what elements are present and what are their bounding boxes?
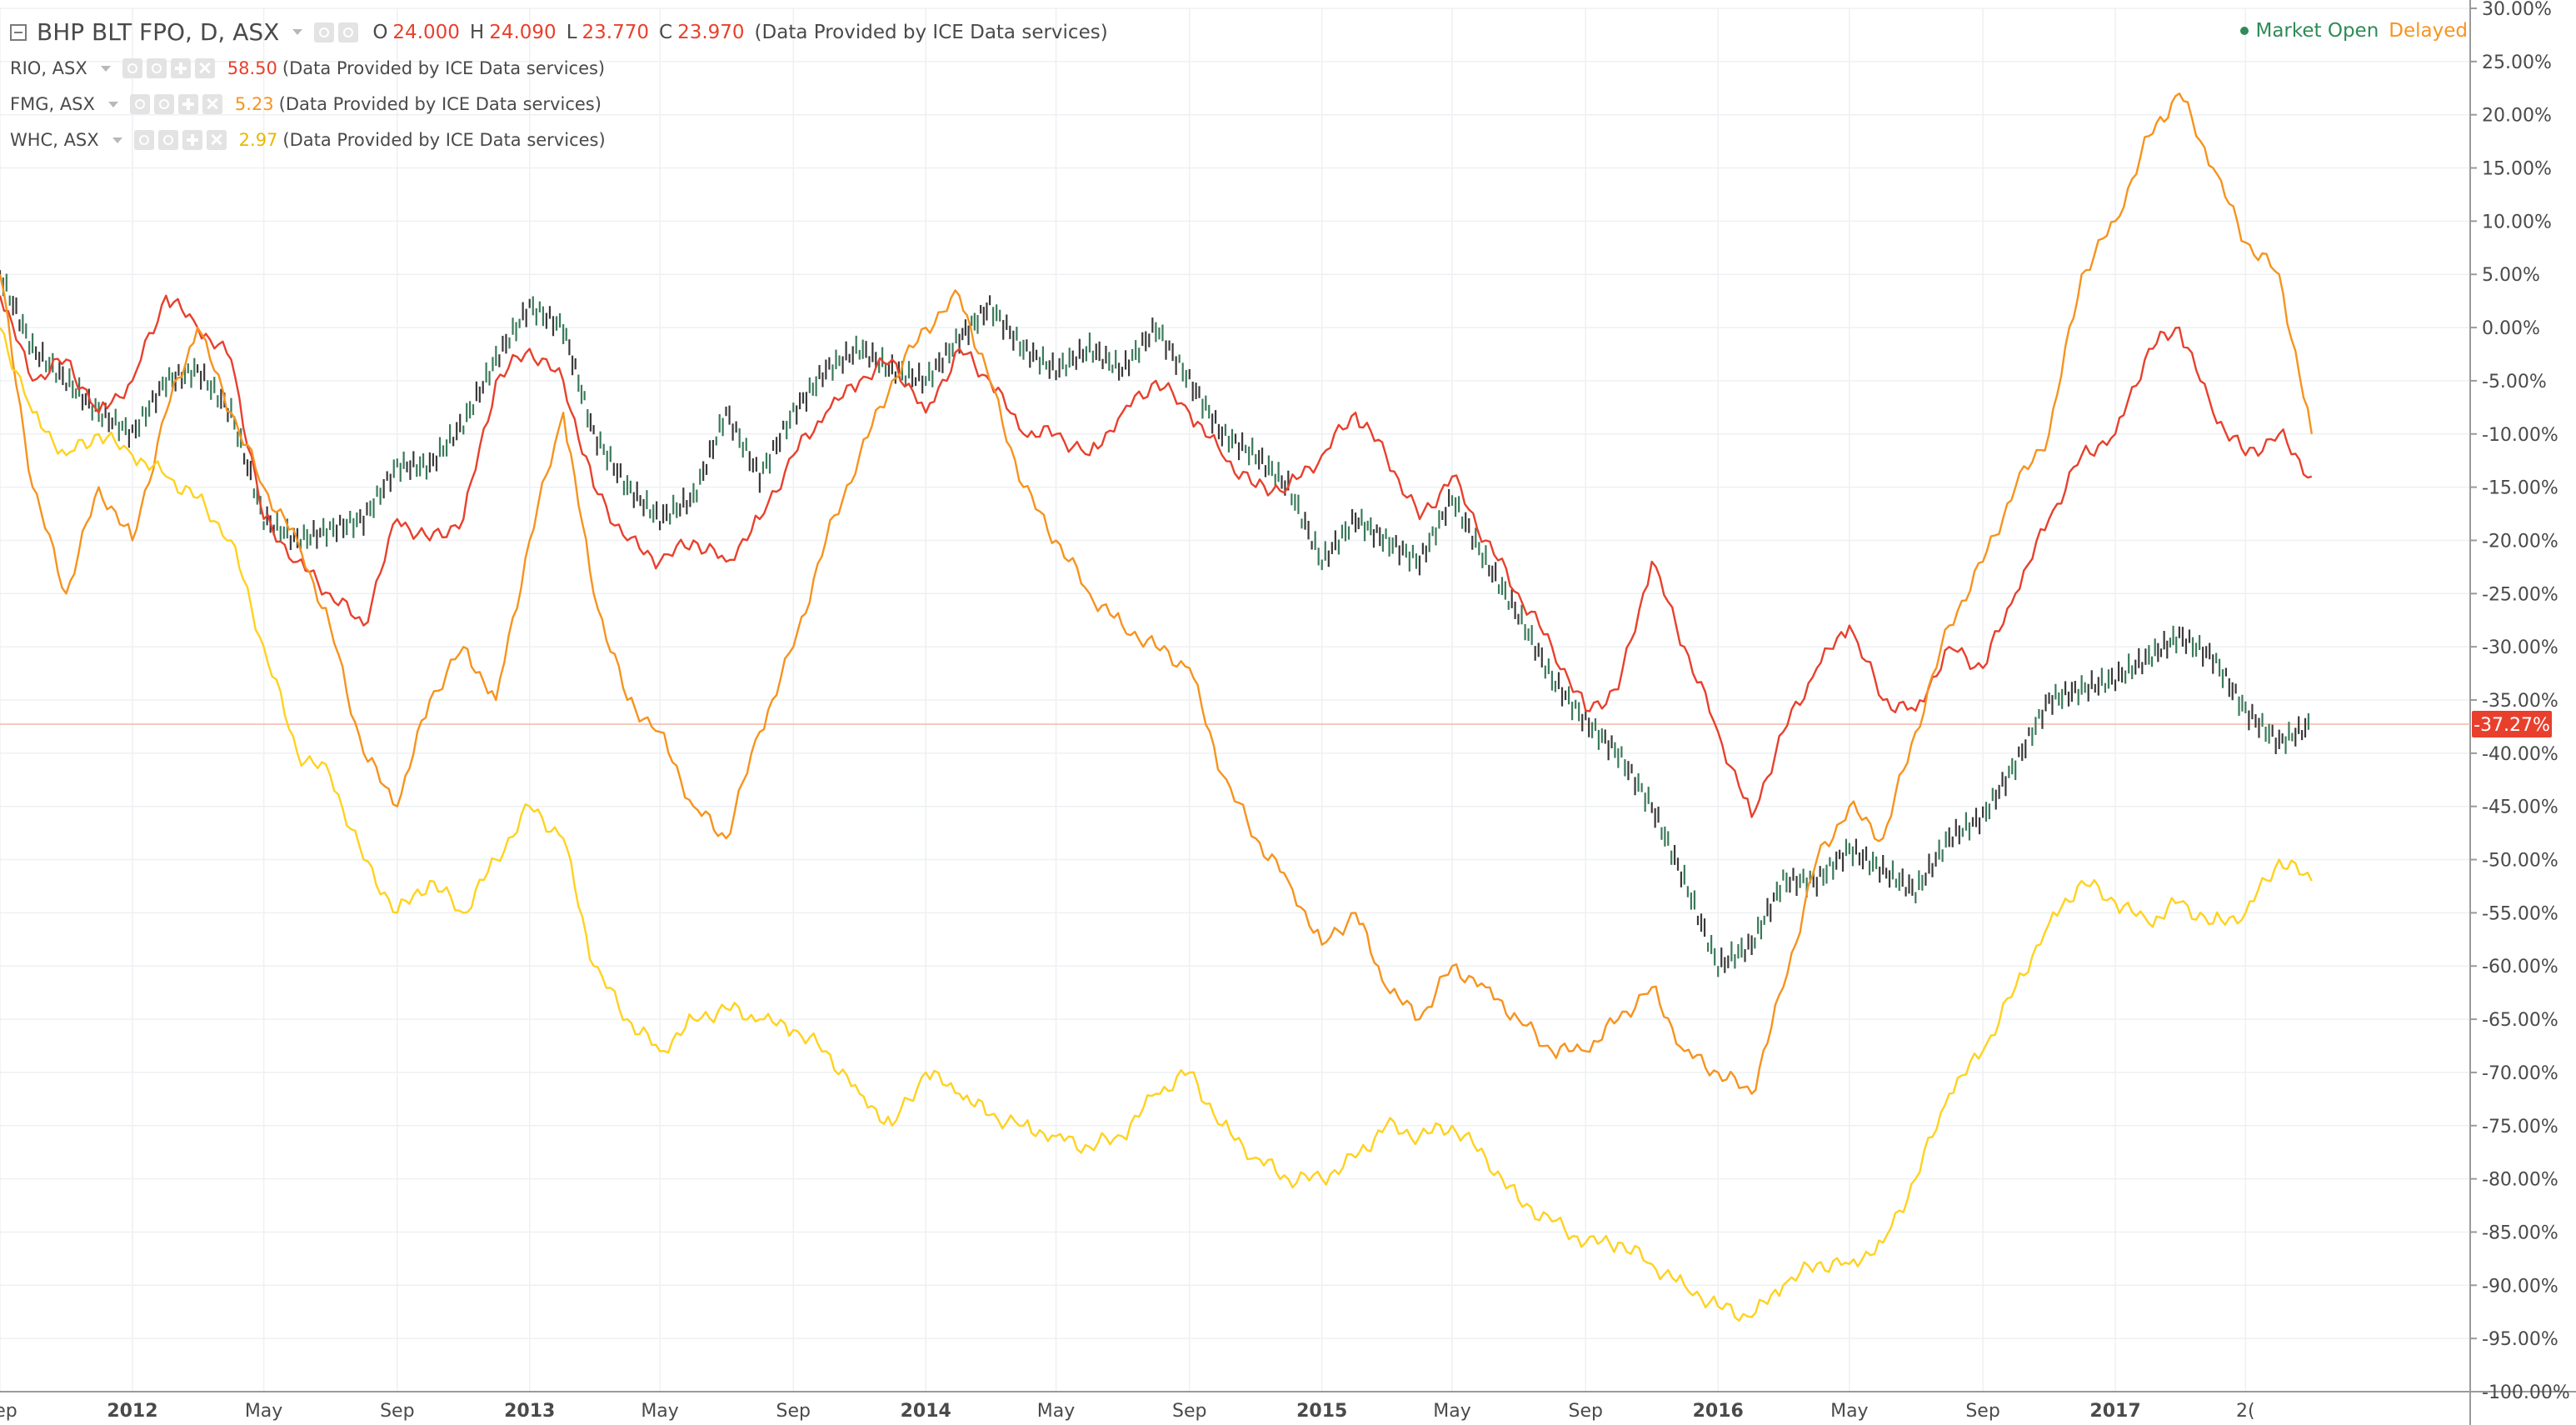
gear-icon[interactable]: [157, 130, 178, 150]
legend-symbol[interactable]: WHC, ASX: [10, 130, 99, 150]
gear-icon[interactable]: [146, 58, 167, 78]
y-tick-label: 30.00%: [2482, 0, 2552, 20]
y-tick-label: 10.00%: [2482, 212, 2552, 232]
ohlc-high-value: 24.090: [489, 21, 557, 43]
y-tick-label: -60.00%: [2482, 957, 2559, 978]
x-tick-label: May: [1830, 1401, 1868, 1422]
y-tick-label: -20.00%: [2482, 531, 2559, 552]
y-tick-label: -50.00%: [2482, 851, 2559, 872]
eye-icon[interactable]: [314, 22, 335, 42]
close-icon[interactable]: [202, 94, 222, 114]
status-dot-icon: [2240, 27, 2249, 35]
main-series-legend[interactable]: BHP BLT FPO, D, ASX O 24.000 H 24.090 L …: [10, 18, 1108, 46]
plus-icon[interactable]: [170, 58, 191, 78]
eye-icon[interactable]: [122, 58, 142, 78]
y-tick-label: -85.00%: [2482, 1222, 2559, 1243]
y-tick-label: -90.00%: [2482, 1276, 2559, 1297]
ohlc-close-label: C: [659, 21, 673, 43]
legend-value: 5.23: [234, 94, 274, 114]
data-provider-note: (Data Provided by ICE Data services): [282, 130, 606, 150]
x-tick-label: 2013: [504, 1401, 555, 1422]
x-tick-label: May: [1037, 1401, 1075, 1422]
legend-fmg[interactable]: FMG, ASX 5.23 (Data Provided by ICE Data…: [10, 94, 602, 114]
eye-icon[interactable]: [129, 94, 150, 114]
y-tick-label: -30.00%: [2482, 638, 2559, 658]
last-value-badge: [2472, 710, 2552, 738]
main-symbol[interactable]: BHP BLT FPO, D, ASX: [37, 18, 280, 46]
series-line-rio: [0, 294, 2313, 818]
ohlc-close-value: 23.970: [677, 21, 745, 43]
ohlc-open-value: 24.000: [392, 21, 460, 43]
chevron-down-icon[interactable]: [292, 29, 303, 35]
x-tick-label: May: [1433, 1401, 1470, 1422]
y-tick-label: -10.00%: [2482, 425, 2559, 446]
x-tick-label: 2(: [2236, 1401, 2255, 1422]
series-line-whc: [0, 327, 2313, 1322]
x-tick-label: 2016: [1693, 1401, 1744, 1422]
gear-icon[interactable]: [338, 22, 359, 42]
y-tick-label: -80.00%: [2482, 1170, 2559, 1191]
x-tick-label: May: [641, 1401, 678, 1422]
y-tick-label: 15.00%: [2482, 159, 2552, 180]
legend-symbol[interactable]: RIO, ASX: [10, 58, 87, 78]
y-tick-label: -75.00%: [2482, 1117, 2559, 1138]
y-tick-label: -55.00%: [2482, 903, 2559, 924]
ohlc-low-label: L: [566, 21, 577, 43]
y-tick-label: 0.00%: [2482, 318, 2540, 339]
chevron-down-icon[interactable]: [107, 101, 118, 108]
legend-whc[interactable]: WHC, ASX 2.97 (Data Provided by ICE Data…: [10, 130, 606, 150]
delayed-label: Delayed: [2389, 20, 2468, 42]
y-tick-label: -15.00%: [2482, 478, 2559, 499]
y-tick-label: -45.00%: [2482, 798, 2559, 818]
chevron-down-icon[interactable]: [100, 65, 111, 72]
y-tick-label: -25.00%: [2482, 584, 2559, 605]
y-tick-label: -100.00%: [2482, 1382, 2570, 1403]
x-tick-label: 2012: [107, 1401, 157, 1422]
y-tick-label: -70.00%: [2482, 1063, 2559, 1084]
y-tick-label: 25.00%: [2482, 52, 2552, 73]
collapse-legend-icon[interactable]: [10, 23, 27, 41]
data-provider-note: (Data Provided by ICE Data services): [754, 21, 1108, 43]
x-tick-label: May: [245, 1401, 282, 1422]
x-tick-label: Sep: [1172, 1401, 1206, 1422]
legend-symbol[interactable]: FMG, ASX: [10, 94, 95, 114]
y-tick-label: -95.00%: [2482, 1329, 2559, 1350]
y-tick-label: -40.00%: [2482, 744, 2559, 765]
ohlc-high-label: H: [469, 21, 485, 43]
x-tick-label: Sep: [1965, 1401, 1999, 1422]
x-tick-label: 2014: [901, 1401, 951, 1422]
last-value-label: -37.27%: [2474, 715, 2550, 736]
close-icon[interactable]: [206, 130, 227, 150]
legend-value: 2.97: [238, 130, 278, 150]
ohlc-open-label: O: [372, 21, 388, 43]
x-tick-label: Sep: [1569, 1401, 1603, 1422]
market-open-label: Market Open: [2255, 20, 2379, 42]
eye-icon[interactable]: [133, 130, 154, 150]
y-tick-label: 5.00%: [2482, 265, 2540, 286]
legend-value: 58.50: [227, 58, 277, 78]
x-tick-label: Sep: [380, 1401, 414, 1422]
legend-rio[interactable]: RIO, ASX 58.50 (Data Provided by ICE Dat…: [10, 58, 605, 78]
x-tick-label: 2015: [1296, 1401, 1347, 1422]
close-icon[interactable]: [194, 58, 215, 78]
gear-icon[interactable]: [153, 94, 174, 114]
y-tick-label: -35.00%: [2482, 691, 2559, 712]
data-provider-note: (Data Provided by ICE Data services): [278, 94, 602, 114]
x-tick-label: Sep: [776, 1401, 811, 1422]
plus-icon[interactable]: [182, 130, 202, 150]
plus-icon[interactable]: [177, 94, 198, 114]
y-tick-label: 20.00%: [2482, 106, 2552, 127]
ohlc-low-value: 23.770: [582, 21, 649, 43]
market-status: Market Open Delayed: [2240, 20, 2468, 42]
chevron-down-icon[interactable]: [112, 137, 122, 143]
x-tick-label: Sep: [0, 1401, 17, 1422]
data-provider-note: (Data Provided by ICE Data services): [282, 58, 606, 78]
series-line-fmg: [0, 92, 2313, 1095]
y-tick-label: -65.00%: [2482, 1010, 2559, 1031]
x-tick-label: 2017: [2089, 1401, 2140, 1422]
y-tick-label: -5.00%: [2482, 372, 2547, 392]
